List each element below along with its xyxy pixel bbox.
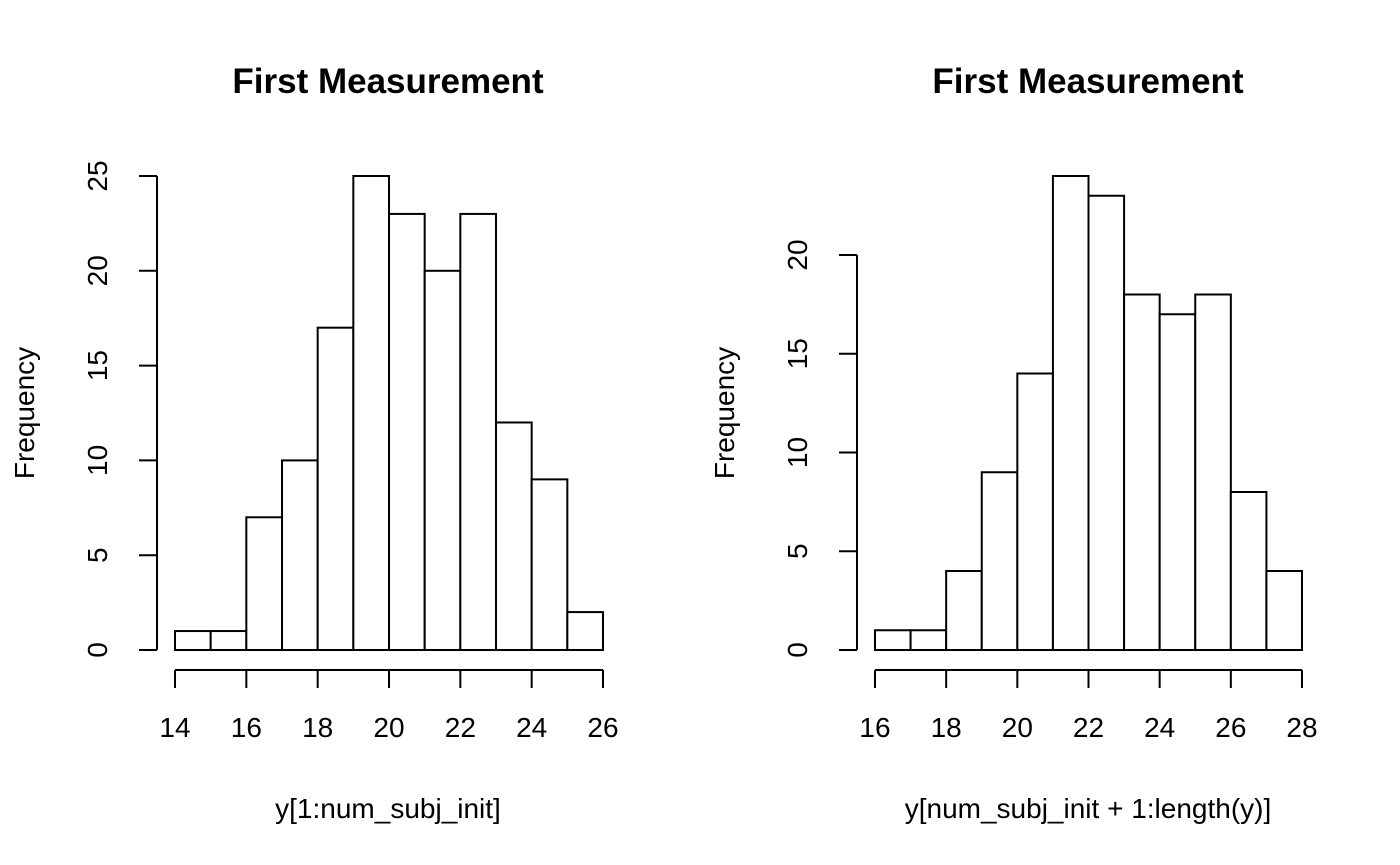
chart-title: First Measurement xyxy=(232,62,544,101)
x-tick-label: 28 xyxy=(1286,712,1317,743)
x-tick-label: 20 xyxy=(1002,712,1033,743)
x-tick-label: 20 xyxy=(373,712,404,743)
x-tick-label: 22 xyxy=(445,712,476,743)
x-tick-label: 22 xyxy=(1073,712,1104,743)
bars xyxy=(174,175,604,652)
x-tick-label: 18 xyxy=(931,712,962,743)
histogram-bar xyxy=(1016,372,1054,651)
x-tick-label: 16 xyxy=(859,712,890,743)
histogram-panel-left: First Measurement y[1:num_subj_init] Fre… xyxy=(9,62,619,824)
histogram-bar xyxy=(423,269,462,651)
histogram-bar xyxy=(1265,570,1303,651)
histogram-bar xyxy=(316,326,355,651)
x-tick-label: 26 xyxy=(1215,712,1246,743)
y-axis-label: Frequency xyxy=(9,347,40,479)
y-tick-label: 20 xyxy=(782,239,813,270)
histogram-bar xyxy=(909,629,948,651)
bars xyxy=(874,175,1303,651)
x-tick-label: 18 xyxy=(302,712,333,743)
y-tick-label: 5 xyxy=(82,547,113,563)
histogram-bar xyxy=(1158,313,1197,651)
histogram-panel-right: First Measurement y[num_subj_init + 1:le… xyxy=(709,62,1318,824)
y-axis-label: Frequency xyxy=(709,347,740,479)
y-tick-label: 15 xyxy=(782,338,813,369)
y-tick-label: 5 xyxy=(782,543,813,559)
histogram-bar xyxy=(459,212,498,651)
x-tick-label: 24 xyxy=(516,712,547,743)
histogram-bar xyxy=(1229,491,1268,651)
histogram-bar xyxy=(281,459,319,651)
histogram-bar xyxy=(245,516,283,652)
x-axis-label: y[1:num_subj_init] xyxy=(275,793,501,824)
y-axis: 0 5 10 15 20 xyxy=(782,239,858,658)
histogram-bar xyxy=(174,630,212,651)
x-tick-label: 14 xyxy=(159,712,190,743)
histogram-bar xyxy=(1051,175,1090,651)
y-tick-label: 20 xyxy=(82,255,113,286)
y-tick-label: 0 xyxy=(782,642,813,658)
y-tick-label: 25 xyxy=(82,160,113,191)
x-tick-label: 26 xyxy=(587,712,618,743)
histogram-bar xyxy=(530,478,569,651)
histogram-bar xyxy=(209,630,248,651)
x-axis: 16 18 20 22 24 26 28 xyxy=(859,669,1318,743)
histogram-bar xyxy=(566,611,604,652)
y-tick-label: 10 xyxy=(82,445,113,476)
chart-title: First Measurement xyxy=(932,62,1244,101)
histogram-bar xyxy=(1194,293,1232,651)
histogram-bar xyxy=(495,421,533,652)
histogram-bar xyxy=(1123,293,1161,651)
x-tick-label: 24 xyxy=(1144,712,1175,743)
y-tick-label: 15 xyxy=(82,350,113,381)
histogram-bar xyxy=(945,570,983,651)
histogram-bar xyxy=(388,212,426,651)
histogram-bar xyxy=(874,629,912,651)
y-tick-label: 0 xyxy=(82,642,113,658)
x-axis-label: y[num_subj_init + 1:length(y)] xyxy=(905,793,1272,824)
x-tick-label: 16 xyxy=(231,712,262,743)
y-axis: 0 5 10 15 20 25 xyxy=(82,160,158,658)
histogram-bar xyxy=(980,471,1019,651)
y-tick-label: 10 xyxy=(782,437,813,468)
x-axis: 14 16 18 20 22 24 26 xyxy=(159,669,619,743)
histogram-bar xyxy=(352,175,391,651)
histogram-bar xyxy=(1087,194,1126,651)
